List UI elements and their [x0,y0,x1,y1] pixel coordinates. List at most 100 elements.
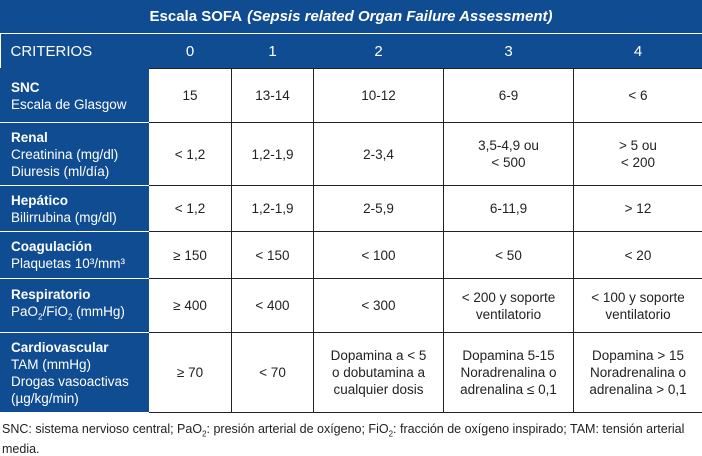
criterion-name: Coagulación [11,238,145,255]
cell-line: Noradrenalina o [577,364,699,381]
cell-line: < 100 [317,247,440,264]
cell-line: < 300 [317,297,440,314]
score-cell-1: < 150 [232,232,314,279]
cell-line: Dopamina > 15 [577,347,699,364]
table-title: Escala SOFA(Sepsis related Organ Failure… [0,0,702,34]
title-main: Escala SOFA [150,8,243,25]
score-cell-3: 3,5-4,9 ou< 500 [444,123,574,186]
criterion-name: Renal [11,129,145,146]
score-cell-4: > 5 ou< 200 [574,123,702,186]
criterion-sub: Escala de Glasgow [11,96,145,113]
score-cell-0: 15 [149,69,232,123]
cell-line: < 6 [577,87,699,104]
header-score-4: 4 [574,34,702,69]
header-score-2: 2 [314,34,444,69]
criterion-sub: Creatinina (mg/dl) [11,146,145,163]
cell-line: < 200 y soporte [447,289,570,306]
cell-line: < 500 [447,154,570,171]
cell-line: ≥ 70 [152,364,228,381]
cell-line: ventilatorio [447,306,570,323]
cell-line: cualquier dosis [317,381,440,398]
sub-part: /FiO [42,304,68,319]
criterion-sub: TAM (mmHg) [11,356,145,373]
score-cell-3: < 50 [444,232,574,279]
score-cell-3: 6-11,9 [444,186,574,232]
cell-line: 6-9 [447,87,570,104]
sub-part: PaO [11,304,38,319]
score-cell-1: 13-14 [232,69,314,123]
criterion-name: Cardiovascular [11,339,145,356]
score-cell-1: < 70 [232,333,314,413]
cell-line: < 400 [235,297,310,314]
criterion-sub: Plaquetas 10³/mm³ [11,255,145,272]
score-cell-2: < 100 [314,232,444,279]
cell-line: < 200 [577,154,699,171]
criterion-name: Respiratorio [11,286,145,303]
cell-line: Dopamina 5-15 [447,347,570,364]
cell-line: 10-12 [317,87,440,104]
cell-line: Noradrenalina o [447,364,570,381]
cell-line: < 150 [235,247,310,264]
cell-line: 2-3,4 [317,146,440,163]
cell-line: 1,2-1,9 [235,146,310,163]
cell-line: < 1,2 [152,200,228,217]
cell-line: < 100 y soporte [577,289,699,306]
sub-part: (mmHg) [72,304,125,319]
cell-line: > 12 [577,200,699,217]
footnote-part: : presión arterial de oxígeno; FiO [207,422,389,436]
header-score-1: 1 [232,34,314,69]
criterion-sub: Diuresis (ml/día) [11,163,145,180]
criterion-sub: Bilirrubina (mg/dl) [11,209,145,226]
score-cell-4: < 6 [574,69,702,123]
header-score-3: 3 [444,34,574,69]
cell-line: < 1,2 [152,146,228,163]
cell-line: ventilatorio [577,306,699,323]
criterion-sub: (µg/kg/min) [11,390,145,407]
score-cell-1: < 400 [232,279,314,333]
cell-line: o dobutamina a [317,364,440,381]
score-cell-2: 2-3,4 [314,123,444,186]
cell-line: 2-5,9 [317,200,440,217]
cell-line: ≥ 150 [152,247,228,264]
score-cell-0: < 1,2 [149,123,232,186]
cell-line: 13-14 [235,87,310,104]
cell-line: < 20 [577,247,699,264]
score-cell-0: ≥ 400 [149,279,232,333]
cell-line: 3,5-4,9 ou [447,137,570,154]
cell-line: adrenalina > 0,1 [577,381,699,398]
criterion-name: SNC [11,79,145,96]
score-cell-4: > 12 [574,186,702,232]
cell-line: 1,2-1,9 [235,200,310,217]
cell-line: adrenalina ≤ 0,1 [447,381,570,398]
score-cell-2: 2-5,9 [314,186,444,232]
header-criterios: CRITERIOS [1,34,149,69]
footnote-part: SNC: sistema nervioso central; PaO [2,422,202,436]
title-italic: (Sepsis related Organ Failure Assessment… [247,8,552,25]
score-cell-2: 10-12 [314,69,444,123]
cell-line: 15 [152,87,228,104]
criterion-sub: Drogas vasoactivas [11,373,145,390]
cell-line: ≥ 400 [152,297,228,314]
score-cell-0: < 1,2 [149,186,232,232]
criterion-name: Hepático [11,192,145,209]
header-row: CRITERIOS 0 1 2 3 4 [1,34,702,69]
cell-line: 6-11,9 [447,200,570,217]
footnote: SNC: sistema nervioso central; PaO2: pre… [0,413,702,456]
